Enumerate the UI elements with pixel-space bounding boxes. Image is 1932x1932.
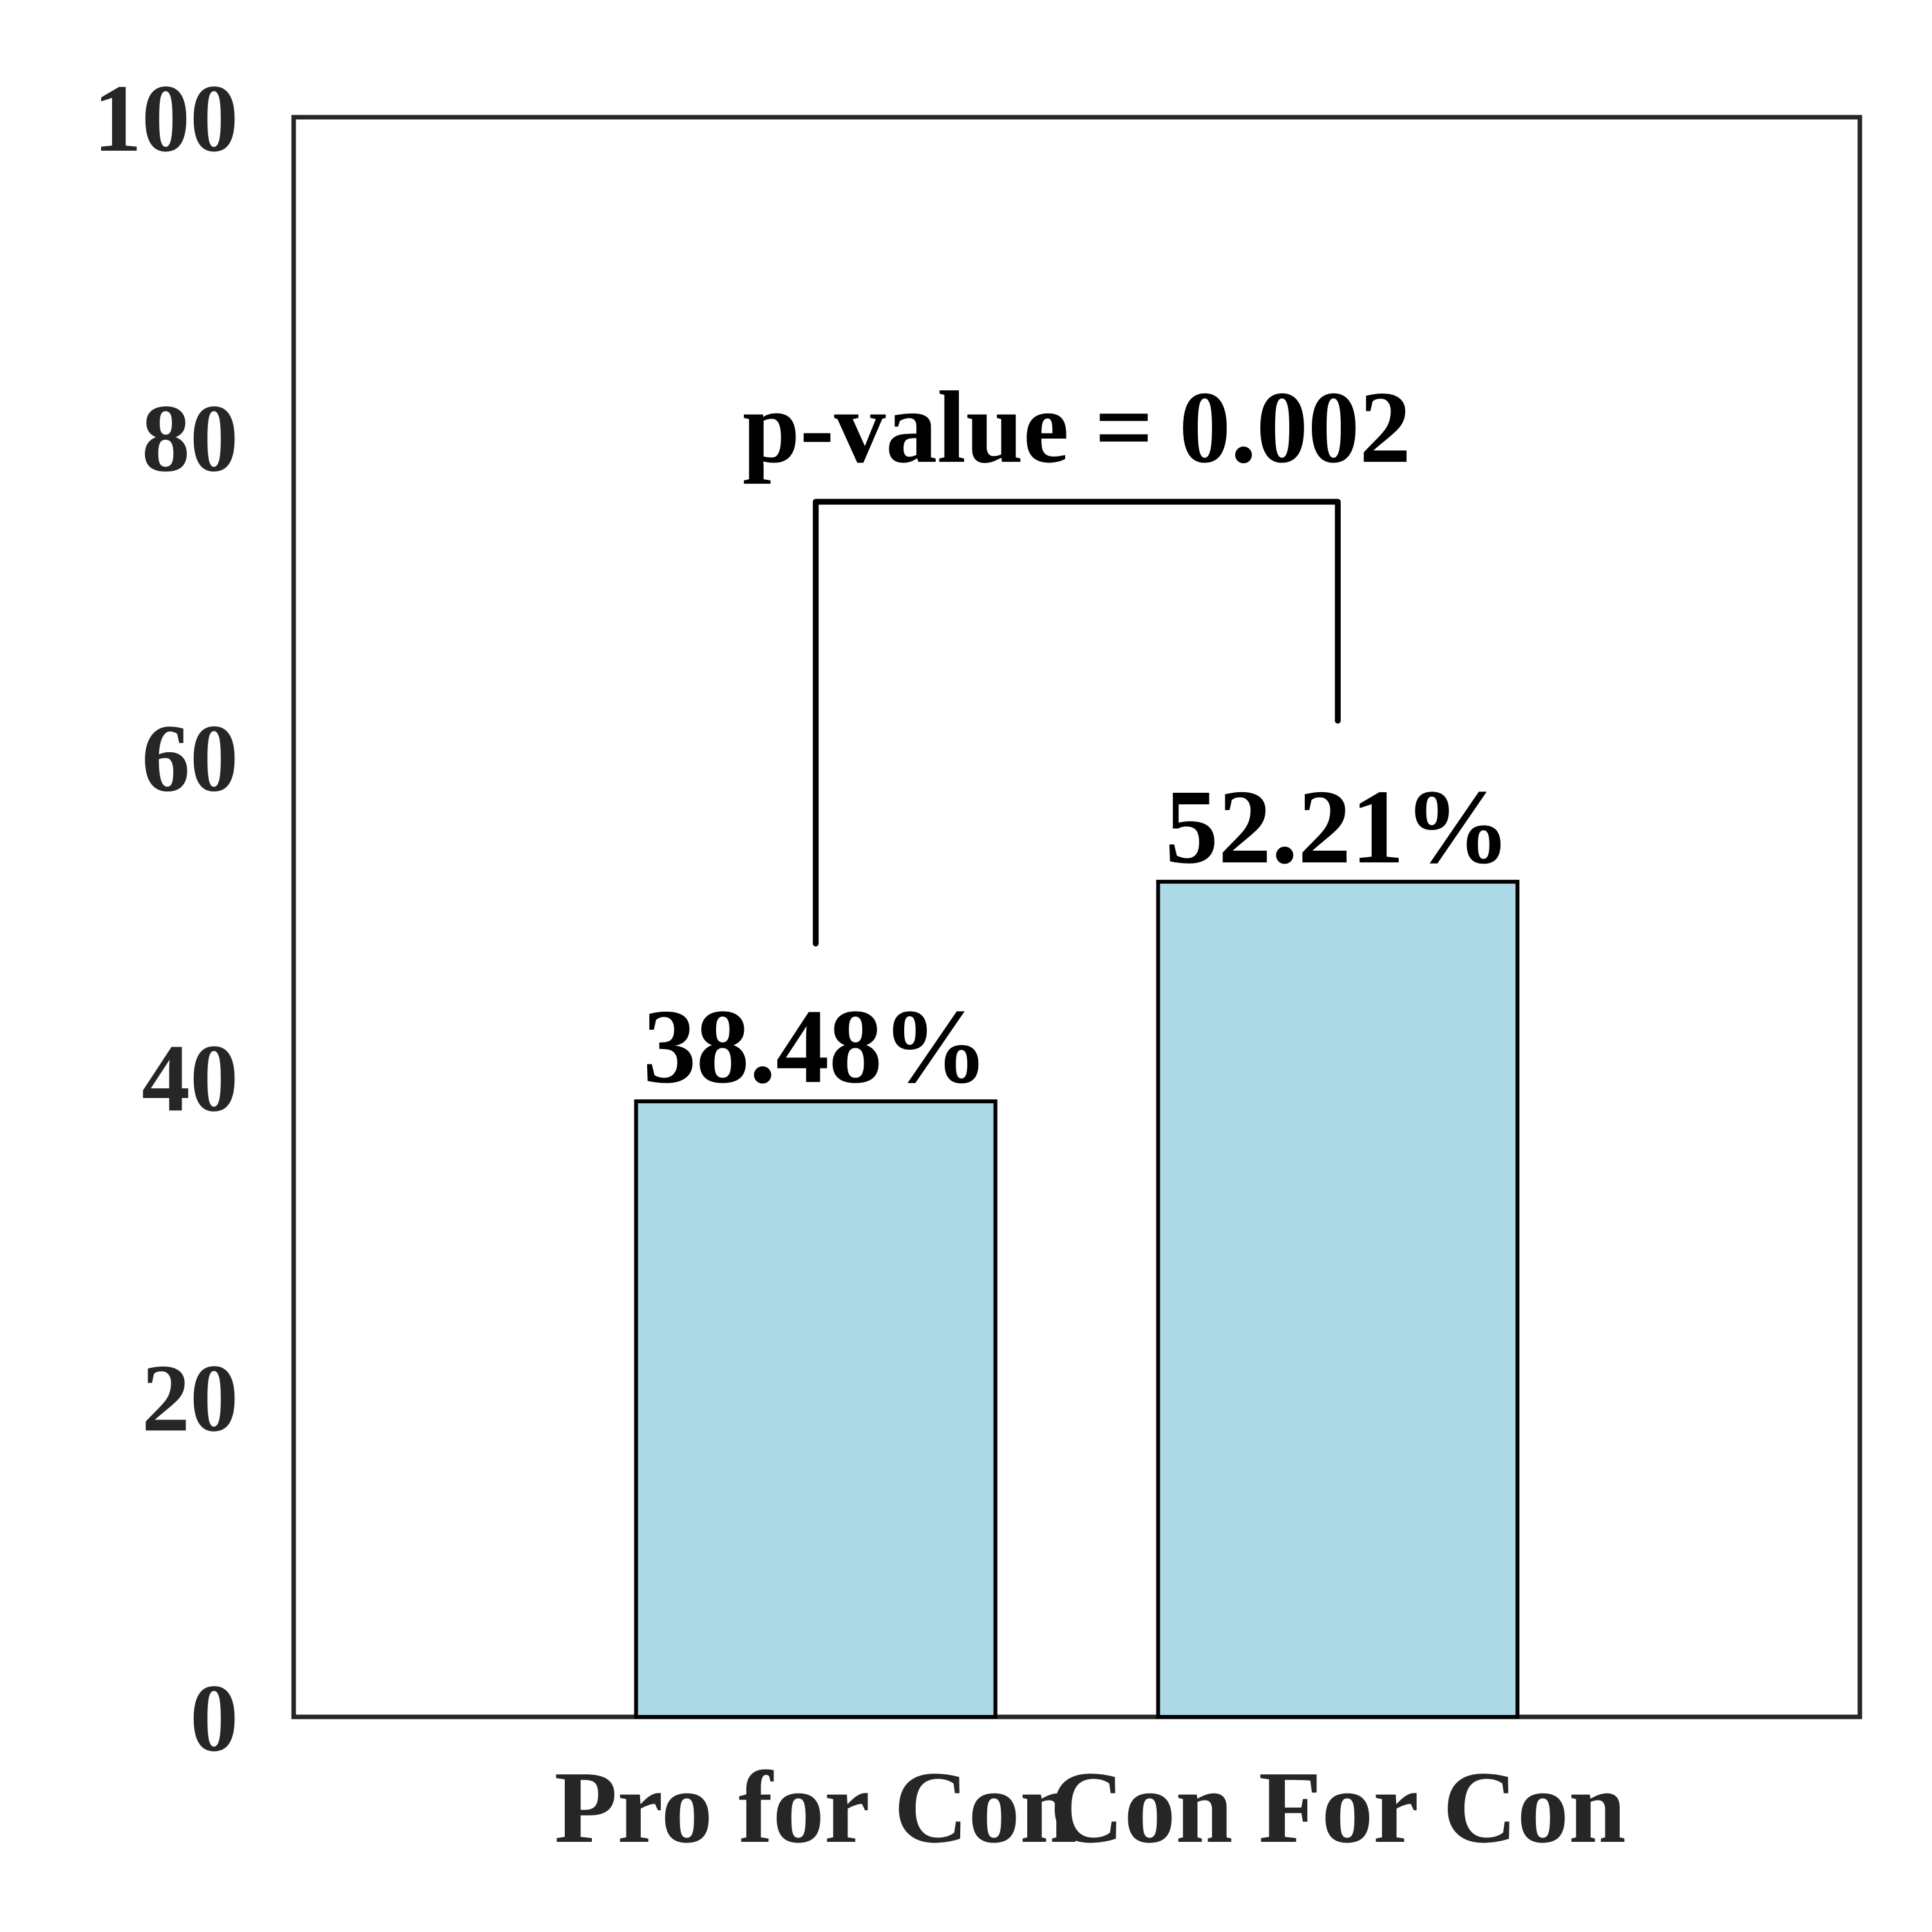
significance-annotation: p-value = 0.002	[743, 370, 1411, 947]
bar-value-label: 38.48%	[643, 987, 989, 1105]
y-tick-labels: 0 20 40 60 80 100	[93, 65, 238, 1772]
y-tick-label: 0	[190, 1665, 238, 1772]
x-category-label: Con For Con	[1050, 1750, 1626, 1864]
bar-value-label: 52.21%	[1165, 768, 1510, 886]
y-tick-label: 100	[93, 65, 238, 172]
bar-1	[634, 1099, 998, 1719]
y-tick-label: 60	[142, 705, 238, 812]
p-value-label: p-value = 0.002	[743, 370, 1411, 484]
y-tick-label: 80	[142, 385, 238, 492]
bar-2	[1156, 880, 1520, 1719]
plot-area-frame	[291, 115, 1862, 1719]
y-tick-label: 20	[142, 1345, 238, 1452]
bars-group: 38.48% 52.21%	[634, 768, 1520, 1719]
y-tick-label: 40	[142, 1025, 238, 1132]
x-category-label: Pro for Con	[554, 1750, 1077, 1864]
significance-bracket	[813, 498, 1341, 947]
